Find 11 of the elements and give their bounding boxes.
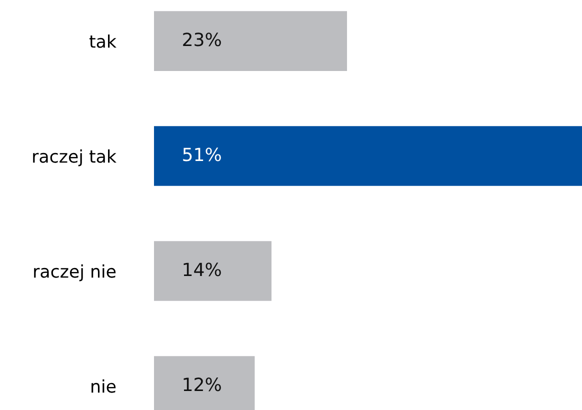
bar [154, 241, 272, 301]
y-tick-label: tak [89, 34, 116, 48]
data-label: 14% [184, 262, 221, 276]
data-label: 51% [183, 148, 221, 162]
data-label: 23% [183, 32, 221, 46]
bar [154, 126, 582, 186]
y-tick-label: raczej nie [34, 264, 116, 282]
y-tick-label: raczej tak [33, 149, 116, 166]
y-tick-label: nie [92, 379, 116, 393]
bar [154, 11, 348, 71]
data-label: 12% [184, 378, 221, 392]
